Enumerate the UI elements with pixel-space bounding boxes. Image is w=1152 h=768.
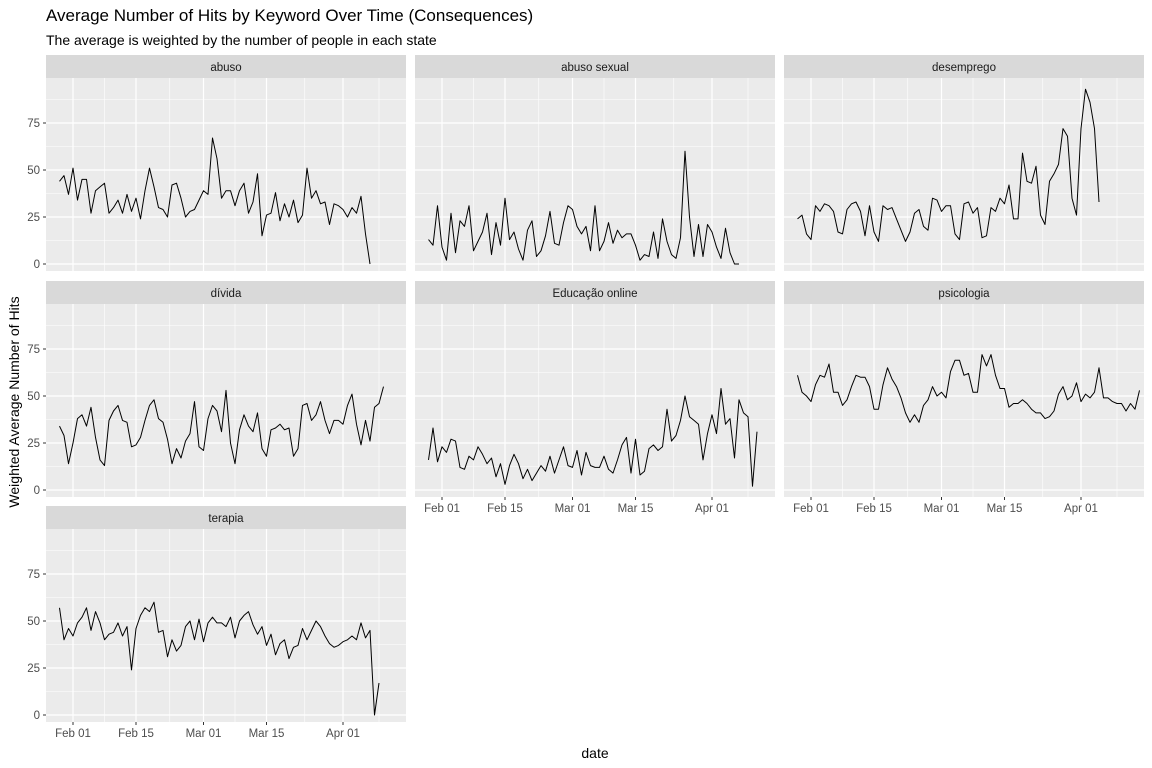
y-tick-label: 25 — [27, 663, 40, 675]
series-line — [428, 388, 758, 487]
x-tick-label: Mar 01 — [555, 503, 591, 515]
y-tick-label: 75 — [27, 118, 40, 130]
y-tick-label: 50 — [27, 165, 40, 177]
x-tick-label: Feb 15 — [487, 503, 523, 515]
x-tick-label: Apr 01 — [326, 728, 360, 740]
facet-panel-desemprego: desemprego — [784, 55, 1144, 271]
x-tick-label: Apr 01 — [1064, 503, 1098, 515]
facet-strip — [46, 55, 406, 78]
facet-panel-abuso-sexual: abuso sexual — [415, 55, 775, 271]
facet-strip — [784, 55, 1144, 78]
panel-background — [784, 78, 1144, 271]
facet-panel-terapia: terapia 0 25 50 75 Feb 01 Feb 15 Mar 01 Mar 15 Ap… — [27, 506, 406, 740]
facet-strip-label: abuso — [210, 62, 241, 74]
facet-panel-abuso: abuso 0 25 50 75 — [27, 55, 406, 271]
series-line — [797, 88, 1100, 242]
facet-strip-label: terapia — [208, 513, 244, 525]
facet-strip — [415, 281, 775, 304]
facet-strip — [415, 55, 775, 78]
y-tick-label: 50 — [27, 391, 40, 403]
x-tick-label: Feb 15 — [856, 503, 892, 515]
facet-strip-label: Educação online — [552, 288, 637, 300]
x-tick-label: Feb 01 — [793, 503, 829, 515]
y-tick-label: 0 — [34, 485, 40, 497]
x-tick-label: Feb 15 — [118, 728, 154, 740]
series-line — [59, 137, 371, 265]
y-tick-label: 25 — [27, 438, 40, 450]
y-tick-label: 25 — [27, 212, 40, 224]
facet-strip-label: psicologia — [938, 288, 990, 300]
y-tick-label: 0 — [34, 259, 40, 271]
chart-title: Average Number of Hits by Keyword Over T… — [46, 6, 534, 25]
y-tick-label: 75 — [27, 344, 40, 356]
x-tick-label: Mar 15 — [618, 503, 654, 515]
series-line — [59, 601, 380, 716]
y-axis-title: Weighted Average Number of Hits — [6, 296, 22, 507]
x-tick-label: Mar 01 — [186, 728, 222, 740]
series-line — [428, 150, 739, 265]
x-tick-label: Mar 15 — [987, 503, 1023, 515]
facet-strip — [784, 281, 1144, 304]
facet-panel-psicologia: psicologia Feb 01 Feb 15 Mar 01 Mar 15 Apr 01 — [784, 281, 1144, 515]
x-axis-title: date — [581, 745, 608, 761]
panel-background — [415, 78, 775, 271]
facet-strip — [46, 506, 406, 529]
x-tick-label: Feb 01 — [55, 728, 91, 740]
facet-strip — [46, 281, 406, 304]
facet-strip-label: abuso sexual — [561, 62, 629, 74]
chart-subtitle: The average is weighted by the number of… — [46, 32, 437, 48]
facet-strip-label: dívida — [211, 288, 242, 300]
x-tick-label: Mar 01 — [924, 503, 960, 515]
x-tick-label: Apr 01 — [695, 503, 729, 515]
x-tick-label: Feb 01 — [424, 503, 460, 515]
y-tick-label: 50 — [27, 616, 40, 628]
facet-panel-educação-online: Educação online Feb 01 Feb 15 Mar 01 Mar 15 A… — [415, 281, 775, 515]
facet-strip-label: desemprego — [932, 62, 996, 74]
y-tick-label: 75 — [27, 569, 40, 581]
panel-background — [415, 304, 775, 497]
series-line — [59, 386, 384, 467]
panel-background — [46, 304, 406, 497]
x-tick-label: Mar 15 — [249, 728, 285, 740]
facet-panel-dívida: dívida 0 25 50 75 — [27, 281, 406, 497]
panel-background — [784, 304, 1144, 497]
panel-background — [46, 78, 406, 271]
y-tick-label: 0 — [34, 710, 40, 722]
series-line — [797, 354, 1140, 423]
